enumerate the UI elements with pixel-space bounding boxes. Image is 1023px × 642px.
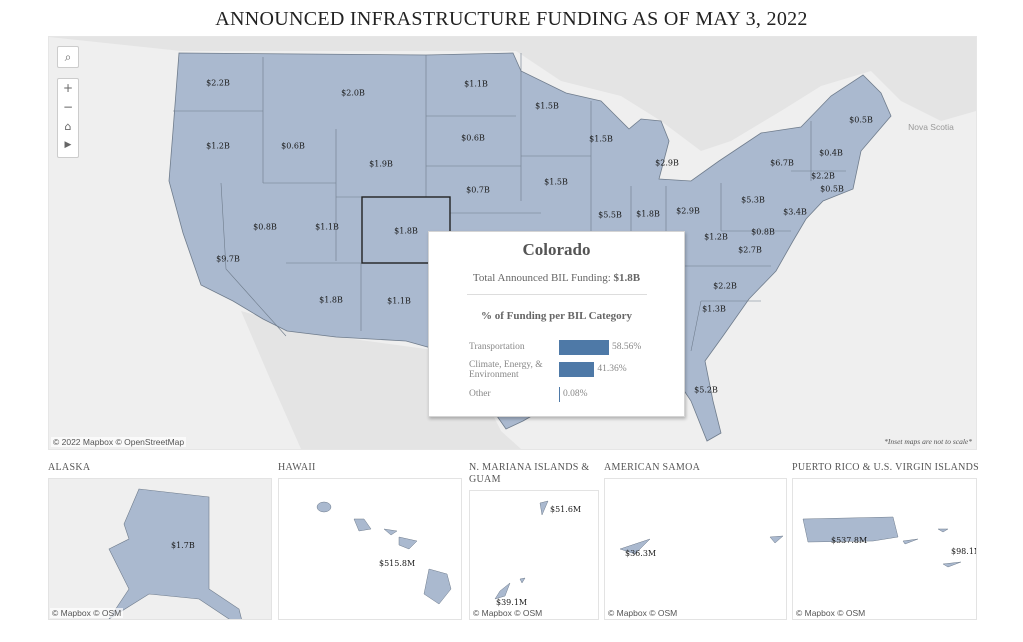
tooltip-category-label: Climate, Energy, & Environment xyxy=(469,360,543,380)
tooltip-total: Total Announced BIL Funding: $1.8B xyxy=(429,272,684,284)
tooltip-category-pct: 58.56% xyxy=(612,342,642,352)
inset-map[interactable]: $51.6M $39.1M © Mapbox © OSM xyxy=(469,490,599,620)
state-value-label: $1.8B xyxy=(394,226,418,236)
inset-title: HAWAII xyxy=(278,462,316,473)
state-value-label: $2.7B xyxy=(738,245,762,255)
tooltip-subtitle: % of Funding per BIL Category xyxy=(480,310,633,322)
canada-land xyxy=(49,37,976,151)
state-value-label: $1.9B xyxy=(369,159,393,169)
state-value-label: $1.2B xyxy=(206,141,230,151)
home-button[interactable]: ⌂ xyxy=(58,117,78,136)
inset-shapes xyxy=(316,501,452,605)
tooltip-category-bar xyxy=(559,340,609,355)
map-attribution: © 2022 Mapbox © OpenStreetMap xyxy=(51,437,187,447)
state-value-label: $5.5B xyxy=(598,210,622,220)
inset-title: AMERICAN SAMOA xyxy=(604,462,701,473)
state-value-label: $2.0B xyxy=(341,88,365,98)
state-value-label: $5.2B xyxy=(694,385,718,395)
search-icon: ⌕ xyxy=(64,50,72,64)
inset-title: ALASKA xyxy=(48,462,91,473)
dashboard-title: ANNOUNCED INFRASTRUCTURE FUNDING AS OF M… xyxy=(215,8,808,30)
inset-shapes xyxy=(108,488,242,619)
tooltip-total-value: $1.8B xyxy=(613,272,641,284)
inset-value-label: $51.6M xyxy=(550,505,582,514)
state-value-label: $6.7B xyxy=(770,158,794,168)
inset-map[interactable]: $1.7B © Mapbox © OSM xyxy=(48,478,272,620)
nova-scotia-label: Nova Scotia xyxy=(908,122,954,132)
inset-attribution: © Mapbox © OSM xyxy=(50,608,124,618)
tooltip-state-name: Colorado xyxy=(522,240,591,259)
state-value-label: $1.2B xyxy=(704,232,728,242)
inset-value-label: $515.8M xyxy=(379,559,416,568)
search-button[interactable]: ⌕ xyxy=(57,46,79,68)
state-value-label: $2.9B xyxy=(676,206,700,216)
play-icon: ▶ xyxy=(64,140,72,150)
inset-attribution: © Mapbox © OSM xyxy=(606,608,680,618)
inset-value-label: $1.7B xyxy=(171,541,195,550)
state-value-label: $9.7B xyxy=(216,254,240,264)
state-value-label: $0.5B xyxy=(849,115,873,125)
state-value-label: $1.5B xyxy=(589,134,613,144)
state-value-label: $0.8B xyxy=(253,222,277,232)
state-value-label: $0.6B xyxy=(281,141,305,151)
state-value-label: $2.2B xyxy=(206,78,230,88)
state-value-label: $0.7B xyxy=(466,185,490,195)
state-value-label: $1.3B xyxy=(702,304,726,314)
zoom-controls: + − ⌂ ▶ xyxy=(57,78,79,158)
inset-value-label: $36.3M xyxy=(625,549,657,558)
tooltip-total-label: Total Announced BIL Funding: xyxy=(472,272,614,284)
inset-shapes xyxy=(619,535,784,555)
inset-shapes xyxy=(802,516,962,568)
tooltip-category-bar xyxy=(559,362,595,377)
inset-value-label: $39.1M xyxy=(496,598,528,607)
inset-title: N. MARIANA ISLANDS & GUAM xyxy=(469,462,590,485)
state-value-label: $1.1B xyxy=(315,222,339,232)
inset-attribution: © Mapbox © OSM xyxy=(794,608,868,618)
zoom-out-button[interactable]: − xyxy=(62,100,74,114)
state-value-label: $1.1B xyxy=(464,79,488,89)
inset-map[interactable]: $515.8M xyxy=(278,478,462,620)
inset-shapes xyxy=(494,500,549,600)
inset-map[interactable]: $537.8M $98.1M © Mapbox © OSM xyxy=(792,478,977,620)
state-value-label: $2.2B xyxy=(713,281,737,291)
state-value-label: $0.6B xyxy=(461,133,485,143)
inset-map[interactable]: $36.3M © Mapbox © OSM xyxy=(604,478,787,620)
state-value-label: $1.5B xyxy=(544,177,568,187)
state-value-label: $5.3B xyxy=(741,195,765,205)
tooltip-category-bar xyxy=(559,387,560,402)
tooltip-category-pct: 0.08% xyxy=(563,389,588,399)
state-value-label: $1.8B xyxy=(319,295,343,305)
state-value-label: $0.4B xyxy=(819,148,843,158)
state-value-label: $0.5B xyxy=(820,184,844,194)
colorado-highlight xyxy=(361,196,451,264)
tooltip-category-label: Transportation xyxy=(469,342,525,352)
tooltip-divider xyxy=(467,294,647,295)
inset-value-label: $98.1M xyxy=(951,547,976,556)
tooltip-category-pct: 41.36% xyxy=(597,364,627,374)
inset-scale-note: *Inset maps are not to scale* xyxy=(884,437,972,446)
state-value-label: $1.1B xyxy=(387,296,411,306)
state-value-label: $3.4B xyxy=(783,207,807,217)
state-value-label: $2.9B xyxy=(655,158,679,168)
state-value-label: $1.5B xyxy=(535,101,559,111)
inset-title: PUERTO RICO & U.S. VIRGIN ISLANDS xyxy=(792,462,980,473)
state-value-label: $2.2B xyxy=(811,171,835,181)
state-value-label: $0.8B xyxy=(751,227,775,237)
inset-attribution: © Mapbox © OSM xyxy=(471,608,545,618)
inset-value-label: $537.8M xyxy=(831,536,868,545)
home-icon: ⌂ xyxy=(64,120,72,133)
zoom-in-button[interactable]: + xyxy=(62,81,74,95)
tooltip-category-label: Other xyxy=(469,389,491,399)
pan-button[interactable]: ▶ xyxy=(58,136,78,155)
state-value-label: $1.8B xyxy=(636,209,660,219)
state-tooltip: Colorado Total Announced BIL Funding: $1… xyxy=(428,231,685,417)
